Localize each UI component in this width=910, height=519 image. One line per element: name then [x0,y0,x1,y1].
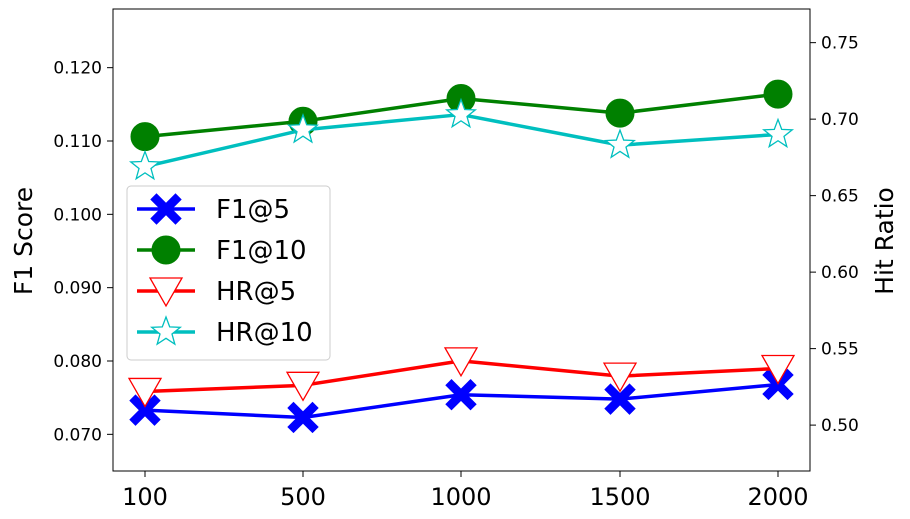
x-tick-label: 500 [280,483,326,511]
left-axis-title: F1 Score [9,187,38,295]
left-tick-label: 0.080 [53,352,102,372]
data-point [127,377,163,408]
data-point [445,379,477,411]
left-tick-label: 0.120 [53,59,102,79]
right-tick-label: 0.65 [821,187,859,207]
series-f1-at-5 [129,368,794,434]
left-tick-label: 0.070 [53,425,102,445]
left-tick-label: 0.100 [53,205,102,225]
data-point [285,371,321,402]
data-point [763,79,793,109]
right-tick-label: 0.50 [821,416,859,436]
data-point [128,149,162,181]
x-tick-label: 2000 [747,483,808,511]
data-point [603,128,637,159]
right-tick-label: 0.75 [821,34,859,54]
x-axis: 100 500 1000 1500 2000 [122,471,809,511]
data-point [443,347,479,378]
legend-item: HR@10 [137,315,313,348]
left-y-axis: 0.070 0.080 0.090 0.100 0.110 0.120 [53,59,113,445]
legend-box [126,185,331,361]
right-axis-title: Hit Ratio [870,187,899,295]
series-hr-at-10 [128,97,795,181]
right-tick-label: 0.70 [821,110,859,130]
legend-label: HR@10 [216,318,313,348]
legend-label: F1@10 [216,236,307,266]
data-point [604,383,636,415]
data-point [605,98,635,128]
right-tick-label: 0.60 [821,263,859,283]
legend: F1@5 F1@10 HR@5 HR@10 [126,185,331,361]
data-point [287,401,319,434]
series-hr-at-5 [127,347,796,408]
left-tick-label: 0.110 [53,132,102,152]
data-point [286,112,320,144]
legend-item: F1@5 [137,193,290,225]
series-layer [127,79,796,434]
legend-marker [149,315,183,346]
legend-marker [150,193,182,225]
legend-marker [148,277,184,308]
right-tick-label: 0.55 [821,340,859,360]
legend-marker [151,235,181,265]
data-point [761,117,795,149]
right-y-axis: 0.50 0.55 0.60 0.65 0.70 0.75 [810,34,859,436]
data-point [760,354,796,385]
legend-label: F1@5 [216,195,290,225]
data-point [444,97,478,129]
data-point [130,122,160,152]
legend-label: HR@5 [216,277,296,307]
data-point [602,362,638,393]
left-tick-label: 0.090 [53,279,102,299]
x-tick-label: 1000 [430,483,491,511]
x-tick-label: 100 [122,483,168,511]
legend-item: HR@5 [137,277,296,308]
legend-item: F1@10 [137,235,307,266]
x-tick-label: 1500 [589,483,650,511]
